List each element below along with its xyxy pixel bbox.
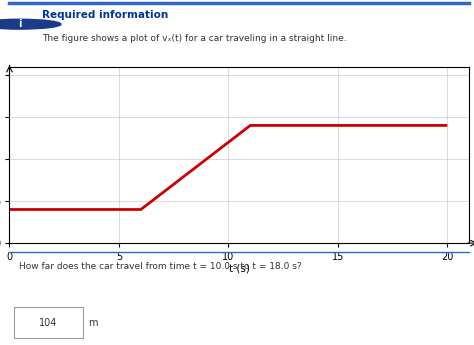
- Circle shape: [0, 19, 61, 29]
- Text: m: m: [88, 318, 97, 328]
- X-axis label: t (s): t (s): [229, 264, 250, 274]
- Text: i: i: [18, 19, 21, 29]
- Text: 104: 104: [39, 318, 58, 328]
- Text: Required information: Required information: [42, 10, 168, 20]
- FancyBboxPatch shape: [14, 307, 83, 338]
- Text: How far does the car travel from time t = 10.0 s to t = 18.0 s?: How far does the car travel from time t …: [18, 263, 301, 272]
- Text: The figure shows a plot of vₓ(t) for a car traveling in a straight line.: The figure shows a plot of vₓ(t) for a c…: [42, 34, 346, 43]
